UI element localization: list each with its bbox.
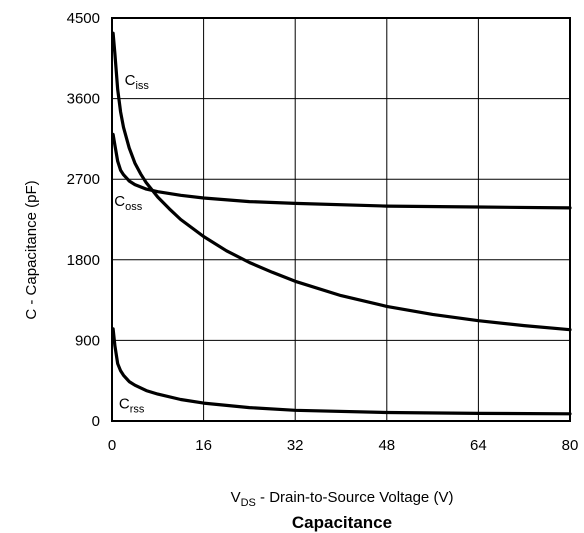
plot-area-frame [111, 17, 571, 422]
x-tick-labels: 0 16 32 48 64 80 [108, 437, 579, 454]
x-tick-label: 64 [470, 437, 487, 454]
y-tick-label: 4500 [67, 10, 100, 27]
y-tick-label: 1800 [67, 252, 100, 269]
y-tick-label: 2700 [67, 171, 100, 188]
x-axis-label-main: V [231, 489, 241, 506]
x-axis-label-rest: - Drain-to-Source Voltage (V) [256, 489, 454, 506]
series-labels: Ciss Coss Crss [114, 72, 149, 415]
x-tick-label: 0 [108, 437, 116, 454]
x-tick-label: 48 [378, 437, 395, 454]
x-tick-label: 16 [195, 437, 212, 454]
series-line-ciss [111, 31, 572, 332]
series-line-coss [111, 132, 572, 210]
series-lines [111, 31, 572, 416]
series-label-ciss: Ciss [125, 72, 150, 92]
x-tick-label: 32 [287, 437, 304, 454]
y-tick-labels: 0 900 1800 2700 3600 4500 [67, 10, 100, 430]
chart-title: Capacitance [292, 513, 392, 532]
y-tick-label: 900 [75, 332, 100, 349]
y-axis-label: C - Capacitance (pF) [23, 180, 40, 319]
x-axis-label-subscript: DS [241, 497, 256, 509]
x-axis-label: VDS - Drain-to-Source Voltage (V) [231, 489, 454, 509]
y-tick-label: 0 [92, 413, 100, 430]
y-tick-label: 3600 [67, 91, 100, 108]
series-label-crss: Crss [119, 395, 145, 415]
series-label-coss: Coss [114, 193, 142, 213]
series-line-crss [111, 327, 572, 416]
x-tick-label: 80 [562, 437, 579, 454]
